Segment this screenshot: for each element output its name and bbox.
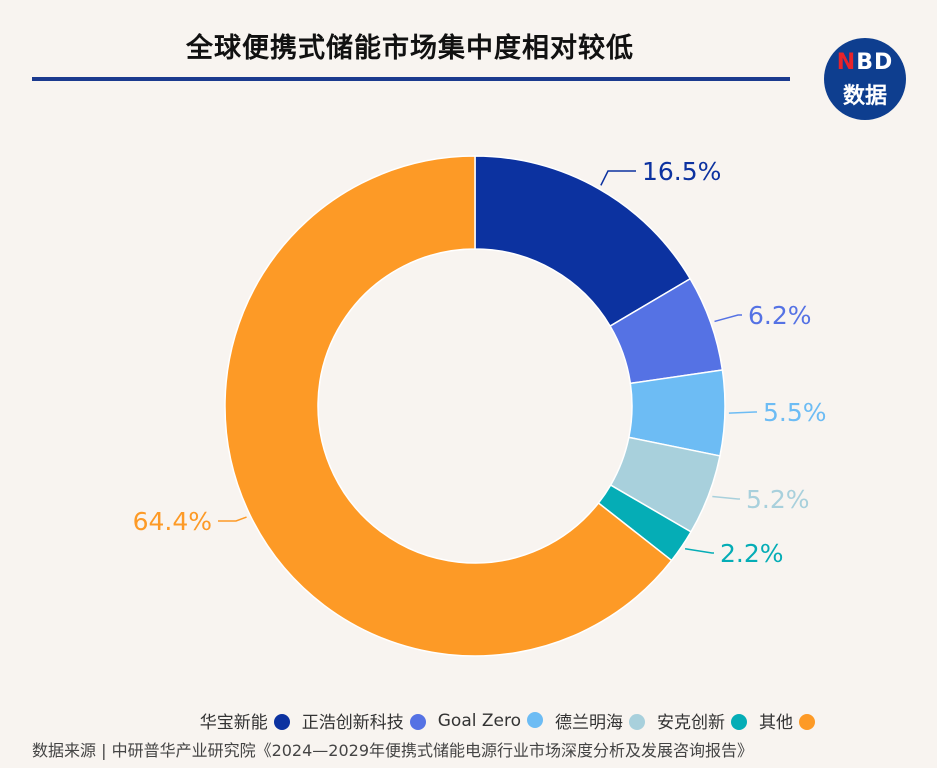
logo-data: 数据 bbox=[842, 84, 887, 109]
title-rule bbox=[32, 77, 790, 81]
source-note: 数据来源 | 中研普华产业研究院《2024—2029年便携式储能电源行业市场深度… bbox=[32, 741, 754, 760]
data-label-1: 16.5% bbox=[642, 157, 721, 186]
legend-label: 德兰明海 bbox=[555, 713, 623, 733]
pie-slice-6 bbox=[224, 155, 673, 657]
logo-n: N bbox=[836, 50, 857, 75]
page-title: 全球便携式储能市场集中度相对较低 bbox=[186, 33, 634, 64]
legend-item-3: Goal Zero bbox=[438, 711, 543, 731]
legend: 华宝新能 正浩创新科技 Goal Zero 德兰明海 安克创新 其他 bbox=[0, 708, 815, 733]
legend-label: 华宝新能 bbox=[199, 713, 268, 733]
legend-swatch bbox=[629, 714, 645, 730]
leader-line-6 bbox=[218, 516, 247, 522]
nbd-logo: NBD 数据 bbox=[824, 38, 906, 120]
legend-swatch bbox=[799, 714, 815, 730]
donut-chart: 16.5% 6.2% 5.5% 5.2% 2.2% 64.4% bbox=[133, 155, 827, 657]
leader-line-1 bbox=[600, 170, 636, 186]
legend-swatch bbox=[731, 714, 747, 730]
data-label-5: 2.2% bbox=[720, 539, 784, 568]
legend-label: 安克创新 bbox=[657, 713, 725, 733]
legend-item-1: 华宝新能 bbox=[200, 708, 290, 733]
data-label-2: 6.2% bbox=[748, 301, 812, 330]
legend-item-2: 正浩创新科技 bbox=[302, 708, 426, 733]
legend-label: 正浩创新科技 bbox=[301, 713, 404, 733]
legend-swatch bbox=[527, 711, 543, 728]
legend-item-4: 德兰明海 bbox=[555, 708, 645, 733]
legend-swatch bbox=[273, 714, 290, 730]
data-label-4: 5.2% bbox=[746, 485, 810, 514]
legend-label: Goal Zero bbox=[437, 710, 521, 731]
leader-line-2 bbox=[714, 314, 742, 323]
legend-label: 其他 bbox=[759, 713, 793, 733]
leader-line-5 bbox=[684, 548, 714, 554]
logo-bd: BD bbox=[856, 50, 894, 75]
legend-item-5: 安克创新 bbox=[657, 708, 747, 733]
data-label-6: 64.4% bbox=[133, 507, 212, 536]
legend-item-6: 其他 bbox=[759, 708, 815, 733]
legend-swatch bbox=[409, 714, 426, 730]
leader-line-4 bbox=[712, 495, 740, 500]
data-label-3: 5.5% bbox=[763, 398, 827, 427]
leader-line-3 bbox=[728, 411, 757, 414]
